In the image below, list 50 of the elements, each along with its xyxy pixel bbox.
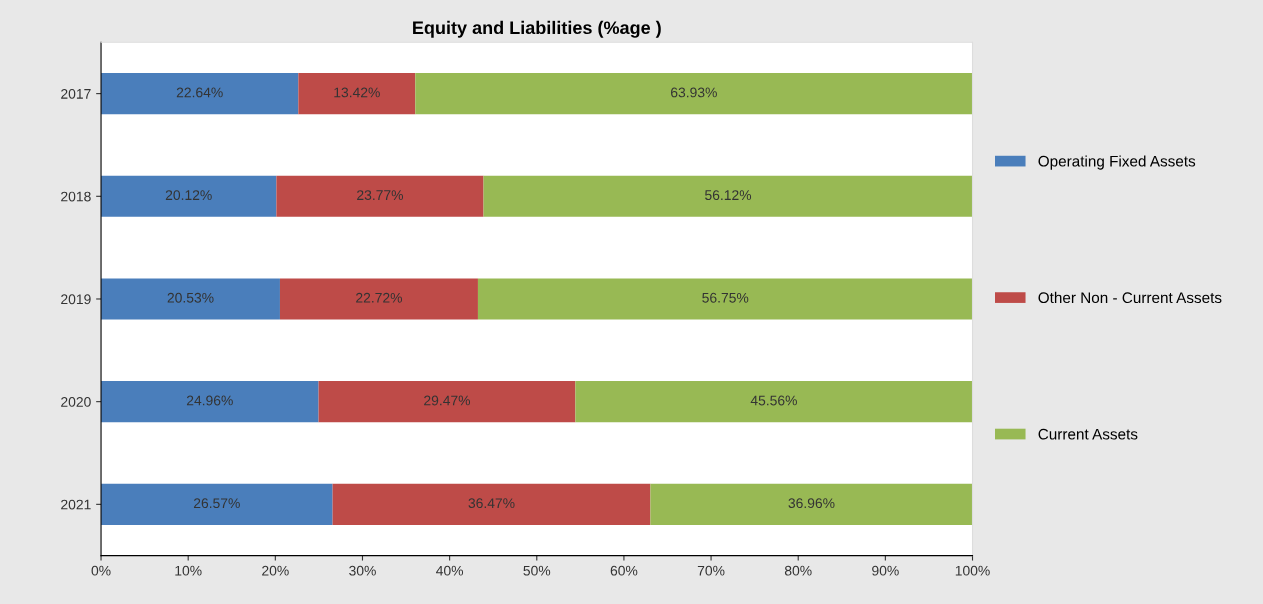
data-label: 26.57%	[193, 498, 240, 509]
data-label: 20.12%	[165, 190, 212, 201]
bar	[101, 73, 299, 115]
data-label: 56.12%	[705, 190, 752, 201]
data-label: 56.75%	[702, 292, 749, 303]
data-label: 29.47%	[424, 395, 471, 406]
x-tick-label: 100%	[955, 565, 990, 576]
bar	[477, 278, 973, 320]
data-label: 36.47%	[468, 498, 515, 509]
bar	[650, 483, 973, 525]
data-label: 23.77%	[357, 190, 404, 201]
x-tick-label: 70%	[697, 565, 725, 576]
x-tick-label: 30%	[349, 565, 376, 576]
chart-title: Equity and Liabilities (%age )	[413, 20, 661, 38]
legend-label: Other Non - Current Assets	[1038, 291, 1222, 304]
data-label: 45.56%	[750, 395, 797, 406]
y-tick-label: 2019	[61, 294, 91, 305]
bar	[276, 175, 484, 217]
y-tick-label: 2018	[61, 191, 91, 202]
bar	[483, 175, 973, 217]
bar	[279, 278, 478, 320]
data-label: 24.96%	[186, 395, 233, 406]
x-tick-label: 60%	[610, 565, 638, 576]
data-label: 63.93%	[671, 87, 717, 98]
data-label: 36.96%	[788, 498, 835, 509]
x-tick-label: 50%	[523, 565, 551, 576]
data-label: 22.64%	[176, 87, 223, 98]
x-tick-label: 20%	[262, 565, 289, 576]
y-tick-label: 2017	[61, 88, 91, 99]
bar	[101, 175, 277, 217]
y-tick-label: 2021	[61, 499, 91, 510]
x-tick-label: 40%	[436, 565, 464, 576]
bar	[298, 73, 416, 115]
legend-label: Operating Fixed Assets	[1038, 155, 1196, 170]
x-tick-label: 10%	[175, 565, 202, 576]
bar	[415, 73, 973, 115]
y-tick-label: 2020	[61, 396, 91, 407]
x-tick-label: 80%	[784, 565, 812, 576]
data-label: 13.42%	[334, 87, 380, 98]
x-tick-label: 0%	[91, 565, 111, 576]
bar	[101, 483, 333, 525]
x-tick-label: 90%	[872, 565, 899, 576]
bar	[575, 381, 973, 423]
bar	[332, 483, 651, 525]
bar	[318, 381, 576, 423]
data-label: 20.53%	[167, 292, 214, 303]
data-label: 22.72%	[356, 292, 403, 303]
bar	[101, 381, 319, 423]
bar	[101, 278, 280, 320]
legend-label: Current Assets	[1038, 428, 1138, 440]
